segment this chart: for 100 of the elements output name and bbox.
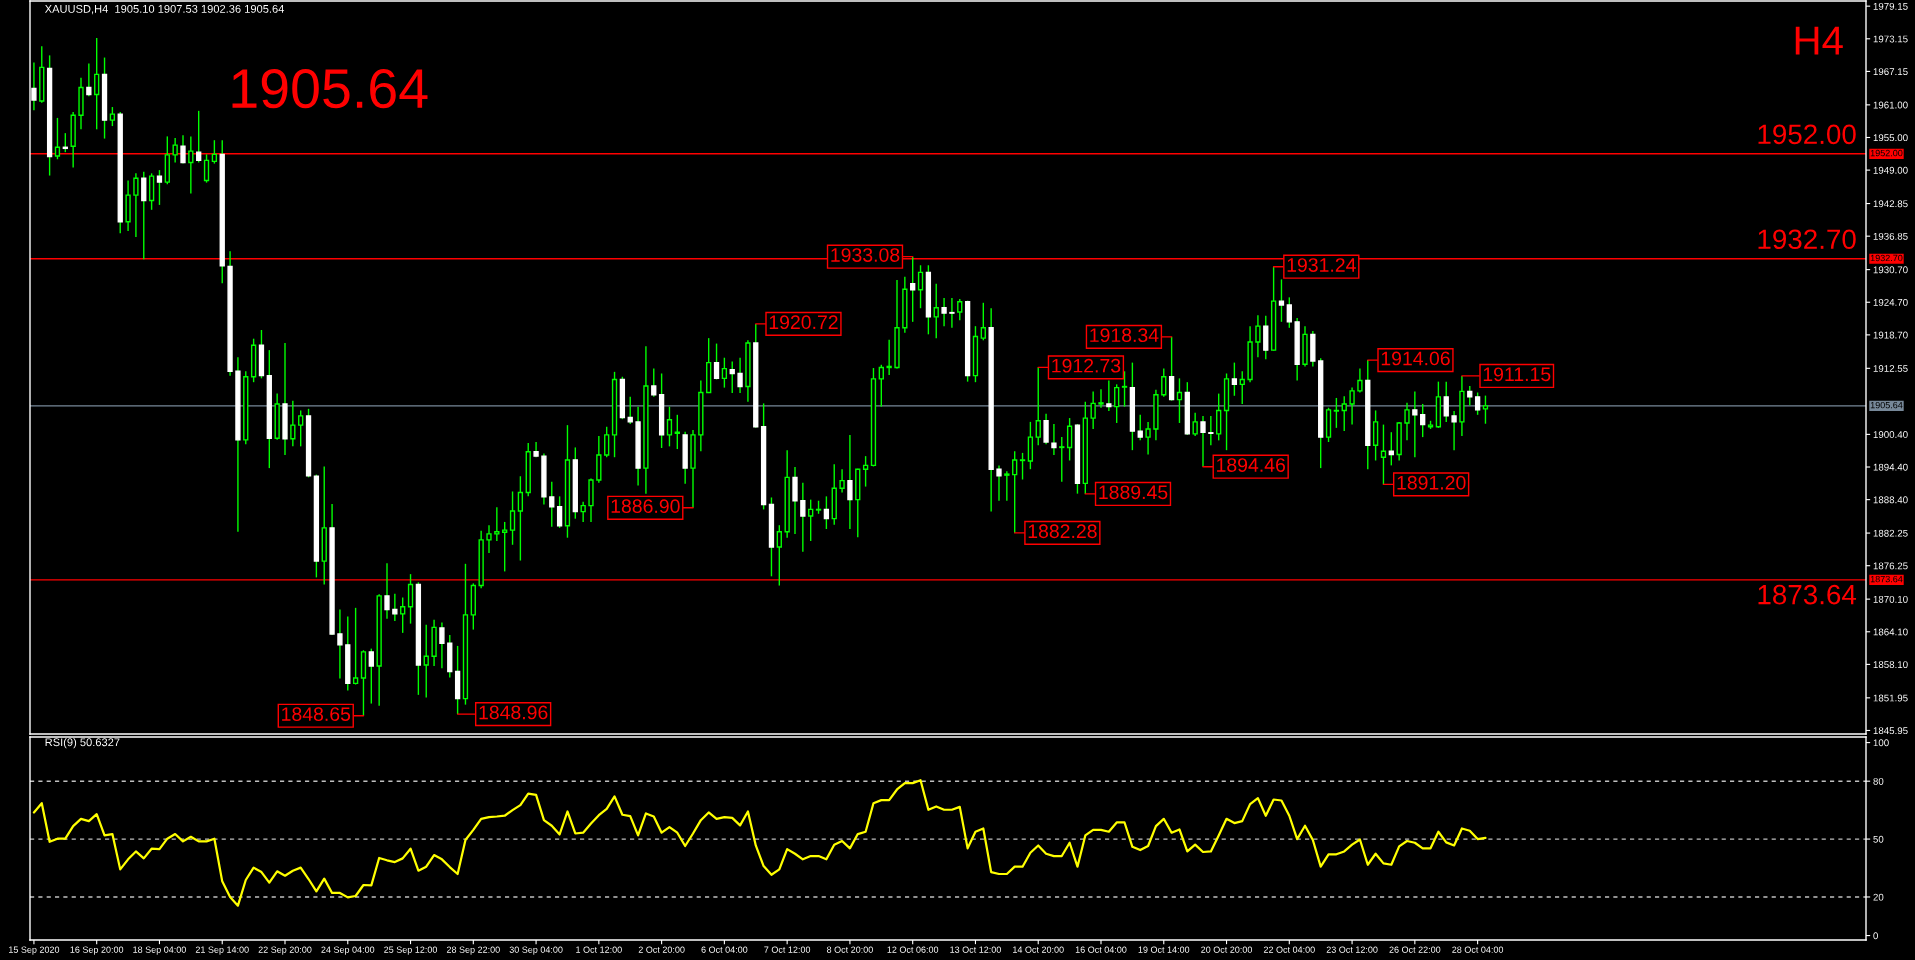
candlestick [674,414,680,450]
candlestick [949,297,955,329]
candlestick [298,409,304,448]
y-tick-label: 1858.10 [1873,661,1908,669]
candlestick [1333,397,1340,429]
candlestick [1341,395,1347,432]
annotation: 1931.24 [1287,258,1356,272]
annotation: 1912.73 [1052,358,1121,373]
y-tick-label: 1955.00 [1873,134,1908,142]
candlestick [290,399,296,448]
annotation: 1952.00 [1758,124,1856,145]
candlestick [847,434,853,530]
candlestick [407,573,414,625]
y-tick-label: 1949.00 [1873,166,1908,174]
x-tick-label: 26 Oct 22:00 [1389,946,1441,953]
annotation: 1886.90 [611,499,680,514]
candlestick [862,455,869,488]
candlestick [1412,390,1418,458]
candlestick [941,297,947,327]
x-tick-label: 1 Oct 12:00 [576,946,622,953]
candlestick [54,117,61,160]
candlestick [1027,421,1034,470]
x-tick-label: 28 Oct 04:00 [1452,946,1504,953]
x-tick-label: 24 Sep 04:00 [321,946,375,955]
x-tick-label: 22 Oct 04:00 [1263,946,1315,953]
candlestick [1043,413,1049,445]
candlestick [1443,380,1449,423]
candlestick [1161,367,1167,398]
candlestick [1114,383,1120,424]
y-tick-label: 1979.15 [1873,2,1908,10]
y-tick-label: 1930.70 [1873,266,1908,274]
candlestick [94,37,100,131]
candlestick [1482,394,1489,425]
candlestick [1286,296,1292,329]
line-series [32,779,1487,907]
candlestick [1019,452,1026,481]
candlestick [1012,450,1018,534]
candlestick [713,342,720,381]
y-tick-label: 1870.10 [1873,595,1908,603]
candlestick [980,302,986,342]
candlestick [1051,423,1057,456]
candlestick [62,132,68,153]
candlestick [337,608,343,680]
candlestick [196,110,202,164]
candlestick [1066,417,1073,462]
candlestick [1451,410,1457,451]
candlestick [211,139,218,165]
candlestick [1263,315,1269,361]
candlestick [933,283,939,339]
y-tick-label: 1864.10 [1873,628,1908,636]
candlestick [1192,411,1198,437]
x-tick-label: 16 Sep 20:00 [70,946,124,955]
candlestick [1035,366,1041,446]
y-tick-label: 1876.25 [1873,562,1908,570]
candlestick [549,480,555,528]
candlestick [1380,423,1387,486]
candlestick [800,482,806,553]
candlestick [86,62,92,97]
candlestick [792,466,798,535]
candlestick [839,468,845,494]
candlestick [352,607,359,686]
y-tick-label: 1912.55 [1873,365,1908,372]
x-tick-label: 6 Oct 04:00 [701,946,748,953]
x-tick-label: 14 Oct 20:00 [1013,946,1064,953]
y-tick-label: 1961.00 [1873,101,1908,109]
annotation: 1933.08 [831,248,900,262]
annotation: H4 [1795,26,1843,55]
candlestick [1231,361,1238,397]
x-tick-label: 21 Sep 14:00 [195,946,249,955]
candlestick [823,495,830,530]
candlestick [627,396,633,425]
y-tick-label: 1900.40 [1873,431,1908,438]
candlestick [203,153,210,184]
x-tick-label: 13 Oct 12:00 [950,946,1001,953]
y-tick-label: 1967.15 [1873,68,1908,76]
candlestick [439,621,445,669]
candlestick [1404,402,1410,442]
candlestick [651,367,657,398]
y-tick-label: 1973.15 [1873,35,1908,43]
candlestick [188,135,194,195]
annotation: 1932.70 [1758,229,1856,250]
candlestick [1255,314,1261,358]
ref-line-label: 1932.70 [1870,254,1903,262]
candlestick [423,624,429,699]
ref-line-label: 1873.64 [1870,575,1903,583]
candlestick [996,464,1002,502]
y-tick-label: 1924.70 [1873,298,1908,306]
y-tick-label: 1851.95 [1873,694,1908,702]
y-tick-label: 0 [1873,932,1878,940]
annotation: 1873.64 [1758,584,1857,605]
x-tick-label: 19 Oct 14:00 [1138,946,1190,953]
candlestick [957,298,963,321]
x-tick-label: 20 Oct 20:00 [1201,946,1253,953]
x-tick-label: 2 Oct 20:00 [638,946,685,953]
annotation: 1905.64 [232,68,428,109]
candlestick [580,501,586,523]
candlestick [1216,392,1222,442]
candlestick [509,490,516,546]
candlestick [1176,377,1183,424]
candlestick [878,364,884,408]
